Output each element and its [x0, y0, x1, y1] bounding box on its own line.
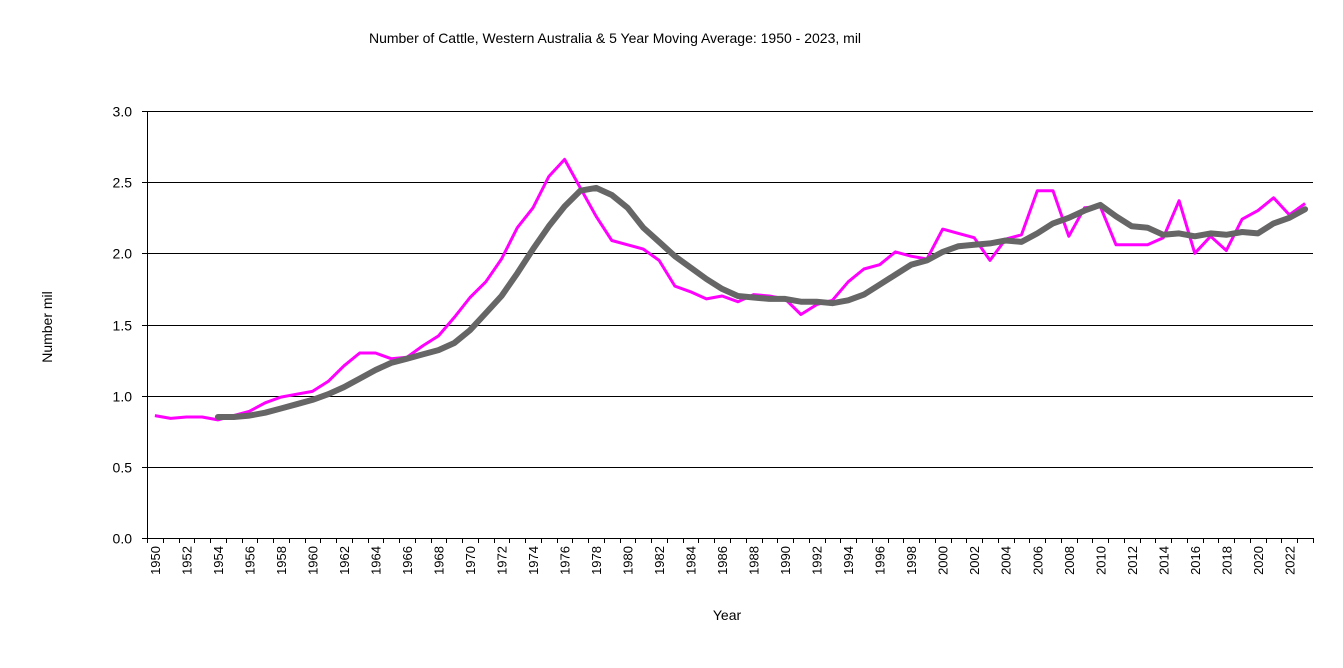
chart-title: Number of Cattle, Western Australia & 5 …: [368, 30, 862, 46]
x-tick-label: 2006: [1030, 546, 1045, 575]
x-tick-label: 1982: [652, 546, 667, 575]
x-tick-label: 2016: [1188, 546, 1203, 575]
x-tick-label: 1966: [400, 546, 415, 575]
x-tick-label: 1954: [211, 546, 226, 575]
cattle-number-line: [154, 157, 1306, 422]
x-tick-label: 2012: [1125, 546, 1140, 575]
gridlines: [147, 111, 1313, 468]
x-tick-label: 1984: [684, 546, 699, 575]
series: [154, 157, 1309, 422]
y-tick-label: 0.0: [113, 531, 133, 547]
x-tick-label: 1958: [274, 546, 289, 575]
x-tick-label: 1980: [621, 546, 636, 575]
x-tick-label: 1974: [526, 546, 541, 575]
x-tick-label: 1986: [715, 546, 730, 575]
x-tick-label: 1952: [179, 546, 194, 575]
x-tick-label: 1976: [558, 546, 573, 575]
x-tick-label: 1964: [368, 546, 383, 575]
x-tick-label: 1960: [305, 546, 320, 575]
x-tick-label: 1972: [495, 546, 510, 575]
x-tick-label: 2014: [1156, 546, 1171, 575]
x-tick-label: 2004: [999, 546, 1014, 575]
y-tick-label: 1.5: [113, 318, 133, 334]
x-tick-label: 2020: [1251, 546, 1266, 575]
y-tick-label: 2.5: [113, 175, 133, 191]
x-tick-label: 2010: [1093, 546, 1108, 575]
x-tick-label: 1996: [873, 546, 888, 575]
x-tick-label: 1998: [904, 546, 919, 575]
x-tick-label: 1970: [463, 546, 478, 575]
y-tick-label: 3.0: [113, 104, 133, 120]
x-tick-label: 1978: [589, 546, 604, 575]
x-tick-label: 2000: [936, 546, 951, 575]
x-tick-label: 1988: [747, 546, 762, 575]
y-tick-label: 0.5: [113, 460, 133, 476]
x-tick-label: 1990: [778, 546, 793, 575]
y-tick-label: 2.0: [113, 246, 133, 262]
x-tick-label: 2002: [967, 546, 982, 575]
tick-labels: 0.0 0.5 1.0 1.5 2.0 2.5 3.0 1950 1952 1954 1956 195…: [113, 104, 1298, 575]
axes: [142, 111, 1314, 543]
x-tick-label: 1968: [432, 546, 447, 575]
x-tick-label: 1992: [810, 546, 825, 575]
x-tick-label: 1956: [242, 546, 257, 575]
x-tick-label: 2008: [1062, 546, 1077, 575]
moving-average-line: [214, 184, 1309, 420]
y-tick-label: 1.0: [113, 389, 133, 405]
x-tick-label: 2022: [1282, 546, 1297, 575]
x-tick-label: 1950: [148, 546, 163, 575]
x-axis-label: Year: [712, 607, 742, 623]
x-tick-label: 1962: [337, 546, 352, 575]
x-tick-label: 1994: [841, 546, 856, 575]
x-tick-label: 2018: [1219, 546, 1234, 575]
